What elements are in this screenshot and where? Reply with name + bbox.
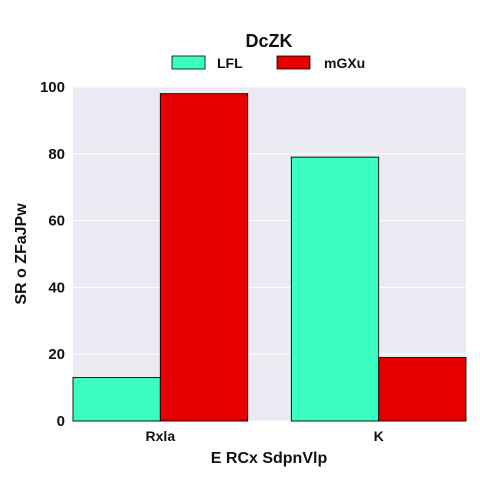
y-tick-label: 40 [48, 279, 65, 296]
y-tick-label: 20 [48, 346, 65, 363]
y-tick-label: 80 [48, 146, 65, 163]
legend: LFL mGXu [171, 55, 365, 71]
y-axis-label: SR o ZFaJPw [13, 203, 30, 305]
bars [72, 93, 467, 422]
y-tick-label: 100 [40, 79, 65, 96]
legend-swatch-lfl [171, 55, 206, 70]
legend-label-mgxu: mGXu [324, 55, 365, 71]
x-tick-label: K [374, 428, 384, 444]
bar-mgxu-k [378, 357, 467, 422]
x-axis-label: E RCx SdpnVlp [211, 450, 328, 467]
y-tick-label: 60 [48, 213, 65, 230]
legend-label-lfl: LFL [217, 55, 243, 71]
x-tick-labels: Rxla K [146, 428, 384, 444]
y-tick-label: 0 [57, 413, 65, 430]
legend-swatch-mgxu [276, 55, 311, 70]
x-tick-label: Rxla [146, 428, 176, 444]
y-tick-labels: 0 20 40 60 80 100 [40, 79, 65, 430]
bar-mgxu-rxla [159, 93, 249, 422]
bar-lfl-k [290, 156, 380, 422]
bar-lfl-rxla [72, 377, 161, 422]
chart-title: DcZK [245, 31, 292, 51]
